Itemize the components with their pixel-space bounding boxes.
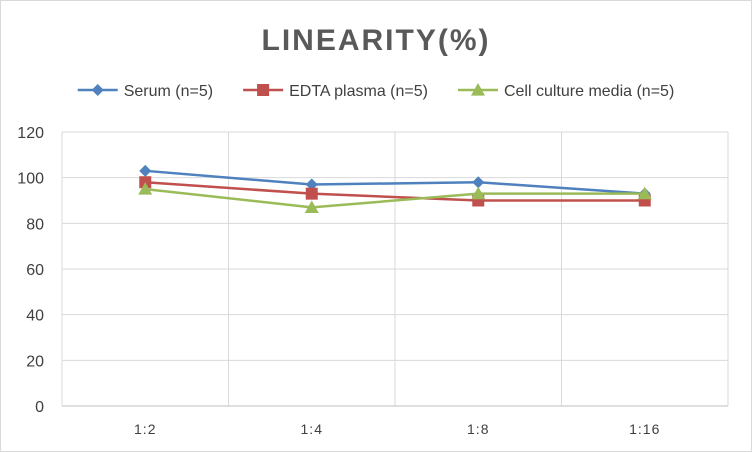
series-cell-culture-media-n-5 xyxy=(138,182,652,213)
x-tick-label: 1:2 xyxy=(134,421,156,437)
series-group xyxy=(138,164,652,213)
legend-item-edta-plasma-n-5: EDTA plasma (n=5) xyxy=(243,83,428,100)
y-tick-label: 20 xyxy=(26,353,44,370)
legend-item-cell-culture-media-n-5: Cell culture media (n=5) xyxy=(457,83,674,100)
data-point xyxy=(304,200,319,213)
series-line xyxy=(145,180,645,202)
legend-marker-diamond xyxy=(91,84,104,96)
legend-item-serum-n-5: Serum (n=5) xyxy=(77,83,213,100)
gridlines xyxy=(61,131,729,407)
legend-marker-square xyxy=(257,84,270,96)
legend-marker-triangle xyxy=(470,83,485,96)
data-point xyxy=(138,182,153,195)
y-tick-label: 40 xyxy=(26,308,44,325)
data-point xyxy=(472,176,485,189)
y-tick-label: 80 xyxy=(26,216,44,233)
y-tick-label: 60 xyxy=(26,262,44,279)
y-axis: 0 20 40 60 80 100 120 xyxy=(17,125,44,416)
series-line xyxy=(145,169,645,195)
x-tick-label: 1:8 xyxy=(467,421,489,437)
legend-label: Serum (n=5) xyxy=(124,83,213,100)
legend: Serum (n=5) EDTA plasma (n=5) Cell culture… xyxy=(77,83,674,100)
chart-title: LINEARITY(%) xyxy=(262,24,491,57)
data-point xyxy=(637,186,652,200)
series-line xyxy=(145,187,645,209)
y-tick-label: 100 xyxy=(17,171,44,188)
legend-label: Cell culture media (n=5) xyxy=(504,83,674,100)
legend-label: EDTA plasma (n=5) xyxy=(289,83,428,100)
data-point xyxy=(305,178,318,191)
x-tick-label: 1:16 xyxy=(629,421,660,437)
y-tick-label: 0 xyxy=(35,399,44,416)
data-point xyxy=(471,186,486,200)
y-tick-label: 120 xyxy=(17,125,44,142)
data-point xyxy=(305,187,318,200)
data-point xyxy=(139,164,152,177)
x-axis: 1:2 1:4 1:8 1:16 xyxy=(134,421,660,437)
x-tick-label: 1:4 xyxy=(301,421,323,437)
